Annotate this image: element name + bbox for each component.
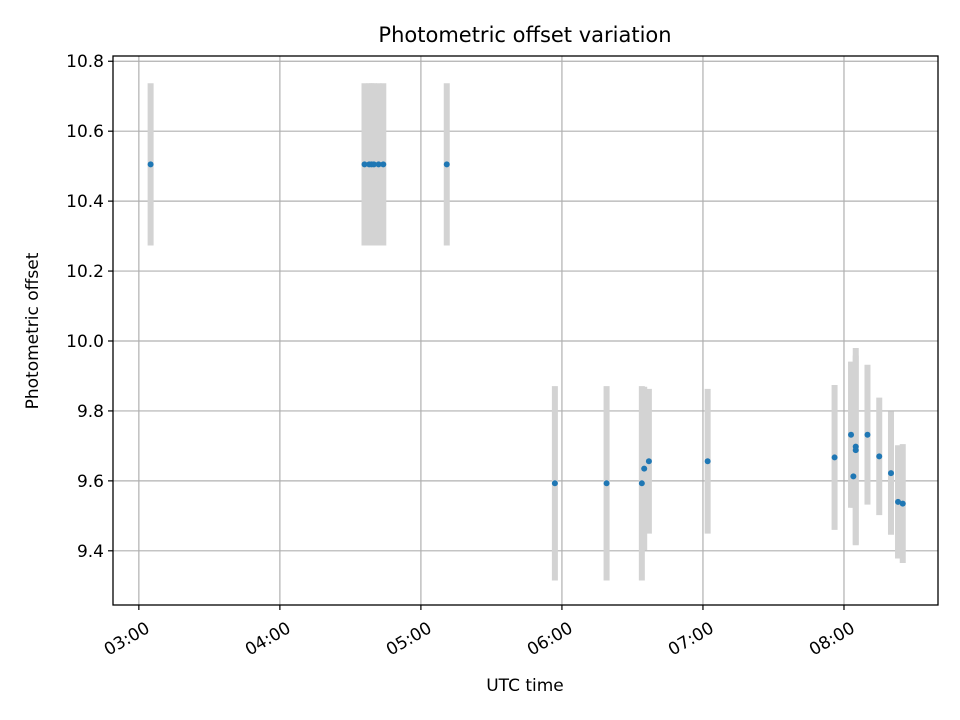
chart-title: Photometric offset variation xyxy=(378,23,671,47)
x-axis-title: UTC time xyxy=(486,676,564,696)
data-point xyxy=(852,447,859,454)
data-point xyxy=(443,161,450,168)
y-tick-label: 9.4 xyxy=(77,542,104,562)
data-point xyxy=(850,473,857,480)
data-point xyxy=(848,431,855,438)
y-tick-label: 10.4 xyxy=(66,192,104,212)
plot-frame xyxy=(112,55,939,606)
data-point xyxy=(147,161,154,168)
data-point xyxy=(603,480,610,487)
y-tick-label: 10.6 xyxy=(66,122,104,142)
y-tick-label: 10.8 xyxy=(66,52,104,72)
data-points xyxy=(147,161,906,507)
data-point xyxy=(641,465,648,472)
y-axis-tick-labels: 9.4 9.6 9.8 10.0 10.2 10.4 10.6 10.8 xyxy=(66,52,104,562)
axis-ticks xyxy=(108,60,845,610)
y-tick-label: 10.2 xyxy=(66,262,104,282)
data-point xyxy=(899,500,906,507)
data-point xyxy=(831,454,838,461)
data-point xyxy=(876,453,883,460)
data-point xyxy=(864,431,871,438)
y-axis-title: Photometric offset xyxy=(23,252,43,409)
data-point xyxy=(380,161,387,168)
data-point xyxy=(645,458,652,465)
data-point xyxy=(887,470,894,477)
data-point xyxy=(704,458,711,465)
y-tick-label: 9.8 xyxy=(77,402,104,422)
y-tick-label: 9.6 xyxy=(77,472,104,492)
y-tick-label: 10.0 xyxy=(66,332,104,352)
data-point xyxy=(638,480,645,487)
data-point xyxy=(361,161,368,168)
data-point xyxy=(551,480,558,487)
data-point xyxy=(375,161,382,168)
data-point xyxy=(895,498,902,505)
data-point xyxy=(370,161,377,168)
grid xyxy=(113,56,938,605)
